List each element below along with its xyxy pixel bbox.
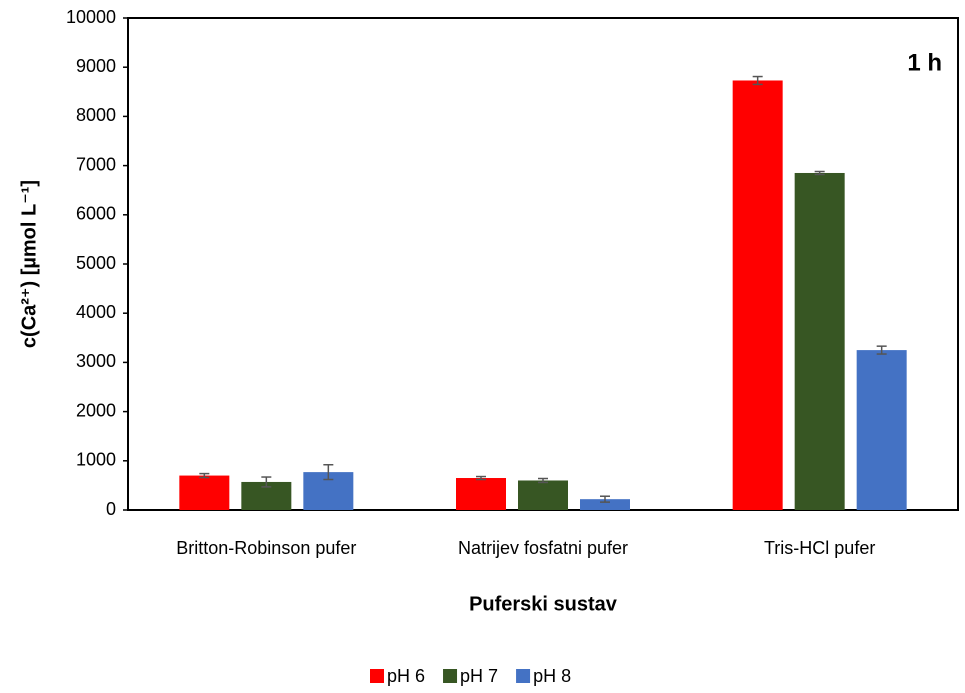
bar xyxy=(732,80,783,510)
x-axis-title: Puferski sustav xyxy=(469,593,618,615)
error-bar xyxy=(752,75,763,86)
y-tick-label: 2000 xyxy=(76,400,116,420)
x-tick-label: Natrijev fosfatni pufer xyxy=(458,538,628,558)
error-bar xyxy=(261,476,272,488)
legend-swatch xyxy=(370,669,384,683)
y-tick-label: 7000 xyxy=(76,154,116,174)
legend-label: pH 6 xyxy=(387,666,425,686)
y-tick-label: 1000 xyxy=(76,450,116,470)
error-bar xyxy=(323,463,334,481)
error-bar xyxy=(876,345,887,355)
error-bar xyxy=(538,477,548,484)
y-tick-label: 9000 xyxy=(76,56,116,76)
annotation: 1 h xyxy=(907,49,942,76)
error-bar xyxy=(476,475,486,481)
bar xyxy=(456,478,506,510)
bar xyxy=(580,499,630,510)
legend-label: pH 7 xyxy=(460,666,498,686)
y-tick-label: 0 xyxy=(106,499,116,519)
y-axis-title: c(Ca²⁺) [µmol L⁻¹] xyxy=(18,180,40,348)
y-tick-label: 6000 xyxy=(76,204,116,224)
legend-swatch xyxy=(516,669,531,683)
y-tick-label: 10000 xyxy=(66,7,116,27)
error-bar xyxy=(600,495,610,503)
bar xyxy=(518,480,568,510)
bar xyxy=(856,350,907,510)
x-tick-label: Britton-Robinson pufer xyxy=(176,538,356,558)
y-tick-label: 5000 xyxy=(76,253,116,273)
bar xyxy=(179,475,230,510)
error-bar xyxy=(199,472,210,479)
bar xyxy=(794,172,845,511)
x-tick-label: Tris-HCl pufer xyxy=(764,538,875,558)
legend-swatch xyxy=(443,669,458,683)
legend-label: pH 8 xyxy=(533,666,571,686)
error-bar xyxy=(814,170,825,176)
y-tick-label: 4000 xyxy=(76,302,116,322)
y-tick-label: 3000 xyxy=(76,351,116,371)
y-tick-label: 8000 xyxy=(76,105,116,125)
